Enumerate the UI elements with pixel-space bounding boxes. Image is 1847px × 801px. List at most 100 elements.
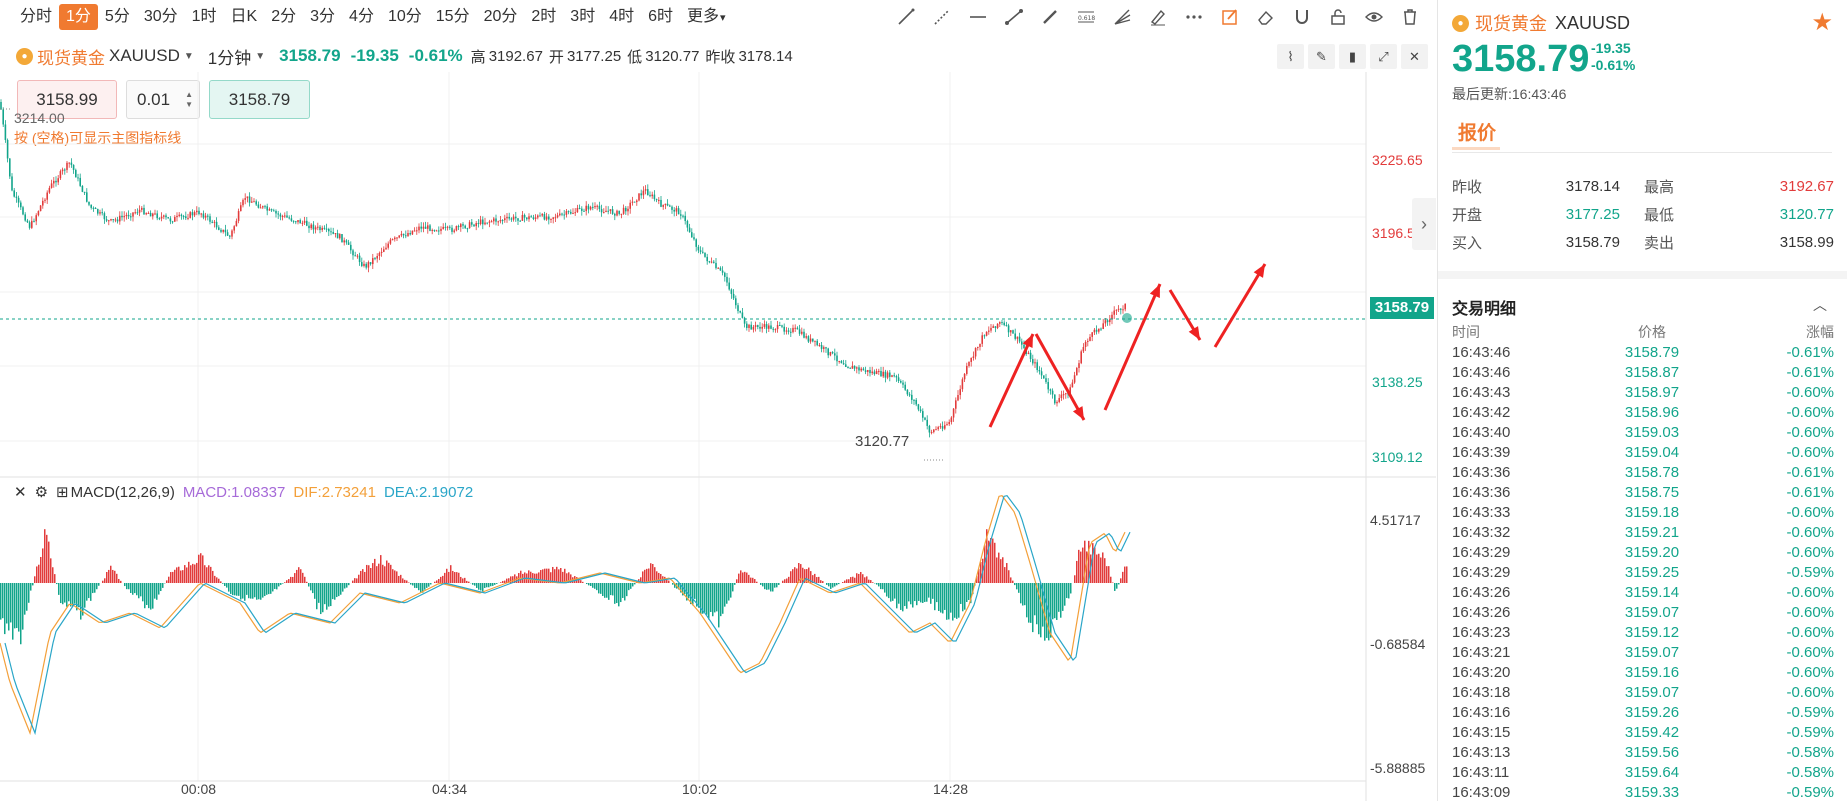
candle-body xyxy=(882,371,884,377)
candle-body xyxy=(350,244,352,251)
ray-icon[interactable] xyxy=(926,2,958,32)
favorite-star-icon[interactable]: ★ xyxy=(1811,9,1833,36)
stepper-arrows-icon[interactable]: ▲ ▼ xyxy=(185,89,193,109)
candle-body xyxy=(378,252,381,257)
collapse-chevron-icon[interactable]: ︿ xyxy=(1813,297,1827,313)
symbol-code[interactable]: XAUUSD xyxy=(109,46,180,65)
interval-select[interactable]: 1分钟 xyxy=(207,48,252,68)
candle-body xyxy=(1045,378,1047,383)
trade-time: 16:43:40 xyxy=(1452,423,1511,441)
candle-body xyxy=(1102,323,1104,329)
expand-box-icon[interactable]: ⊞ xyxy=(56,484,69,501)
trend-line-icon[interactable] xyxy=(890,2,922,32)
symbol-dropdown-icon[interactable]: ▼ xyxy=(183,50,194,62)
candle-body xyxy=(1049,389,1052,391)
timeframe-tab[interactable]: 1分 xyxy=(59,4,98,30)
candle-body xyxy=(453,230,455,232)
timeframe-tab[interactable]: 6时 xyxy=(648,8,674,25)
timeframe-tab[interactable]: 4分 xyxy=(349,8,374,25)
trade-change: -0.60% xyxy=(1786,423,1834,441)
macd-bar xyxy=(156,583,158,600)
macd-bar xyxy=(954,583,956,618)
buy-price-button[interactable]: 3158.79 xyxy=(209,80,310,119)
brush-icon[interactable] xyxy=(1034,2,1066,32)
indicator-icon[interactable]: ⌇ xyxy=(1277,44,1304,69)
settings-gear-icon[interactable]: ⚙ xyxy=(34,484,49,501)
header-change-pct: -0.61% xyxy=(408,46,463,65)
panel-change-pct: -0.61% xyxy=(1591,57,1636,73)
macd-bar xyxy=(152,583,154,609)
macd-bar xyxy=(414,583,416,588)
magnet-icon[interactable] xyxy=(1286,2,1318,32)
macd-bar xyxy=(1114,583,1116,591)
draw-icon[interactable]: ✎ xyxy=(1308,44,1335,69)
horizontal-line-icon[interactable] xyxy=(962,2,994,32)
timeframe-tab[interactable]: 更多 xyxy=(687,8,720,25)
candle-body xyxy=(673,209,675,212)
timeframe-tab[interactable]: 4时 xyxy=(609,8,635,25)
eraser-pen-icon[interactable] xyxy=(1142,2,1174,32)
timeframe-tab[interactable]: 15分 xyxy=(435,8,470,25)
macd-bar xyxy=(210,566,212,583)
eye-icon[interactable] xyxy=(1358,2,1390,32)
open-value: 3177.25 xyxy=(566,47,622,65)
candle-body xyxy=(774,329,777,331)
candle-body xyxy=(776,325,779,330)
candle-body xyxy=(92,207,95,209)
close-icon[interactable]: ✕ xyxy=(1401,44,1428,69)
fullscreen-icon[interactable]: ⤢ xyxy=(1370,44,1397,69)
price-chart[interactable] xyxy=(0,72,1436,801)
candle-body xyxy=(486,222,488,224)
timeframe-tab[interactable]: 日K xyxy=(230,8,258,25)
candle-body xyxy=(741,312,744,318)
trash-icon[interactable] xyxy=(1394,2,1426,32)
more-dropdown-icon[interactable]: ▾ xyxy=(720,11,726,24)
macd-bar xyxy=(894,583,896,599)
candle-body xyxy=(211,221,213,223)
timeframe-tab[interactable]: 3时 xyxy=(570,8,596,25)
high-label: 高 xyxy=(470,48,486,66)
candle-body xyxy=(906,389,909,395)
candle-body xyxy=(1111,314,1113,320)
timeframe-tab[interactable]: 20分 xyxy=(483,8,518,25)
timeframe-tab[interactable]: 分时 xyxy=(20,8,53,25)
tab-quote[interactable]: 报价 xyxy=(1458,123,1497,144)
symbol-name[interactable]: 现货黄金 xyxy=(37,48,105,68)
timeframe-tab[interactable]: 1时 xyxy=(191,8,217,25)
timeframe-tab[interactable]: 10分 xyxy=(387,8,422,25)
timeframe-tab[interactable]: 30分 xyxy=(143,8,178,25)
lock-icon[interactable] xyxy=(1322,2,1354,32)
eraser-icon[interactable] xyxy=(1250,2,1282,32)
candle-type-icon[interactable]: ▮ xyxy=(1339,44,1366,69)
macd-bar xyxy=(250,583,252,599)
timeframe-tab[interactable]: 3分 xyxy=(310,8,336,25)
macd-bar xyxy=(660,573,662,583)
fan-icon[interactable] xyxy=(1106,2,1138,32)
more-icon[interactable] xyxy=(1178,2,1210,32)
quantity-stepper[interactable]: 0.01 ▲ ▼ xyxy=(126,80,200,119)
quote-label: 最低 xyxy=(1644,206,1675,224)
macd-bar xyxy=(2,583,4,619)
macd-bar xyxy=(320,583,322,615)
interval-dropdown-icon[interactable]: ▼ xyxy=(255,50,266,62)
timeframe-tab[interactable]: 5分 xyxy=(104,8,130,25)
candle-body xyxy=(347,242,350,245)
close-icon[interactable]: ✕ xyxy=(14,484,27,501)
macd-bar xyxy=(232,583,234,596)
fibonacci-icon[interactable]: 0.618 xyxy=(1070,2,1102,32)
macd-bar xyxy=(1104,558,1106,583)
collapse-panel-chevron-icon[interactable]: › xyxy=(1412,198,1436,250)
candle-body xyxy=(541,214,543,216)
candle-body xyxy=(451,227,453,232)
timeframe-tab[interactable]: 2时 xyxy=(531,8,557,25)
timeframe-tab[interactable]: 2分 xyxy=(271,8,297,25)
edit-icon[interactable] xyxy=(1214,2,1246,32)
candle-body xyxy=(607,210,609,212)
segment-icon[interactable] xyxy=(998,2,1030,32)
candle-body xyxy=(46,192,48,200)
trade-change: -0.60% xyxy=(1786,503,1834,521)
candle-body xyxy=(682,215,684,217)
macd-bar xyxy=(544,568,546,583)
trade-change: -0.60% xyxy=(1786,643,1834,661)
sell-price-button[interactable]: 3158.99 xyxy=(17,80,117,119)
